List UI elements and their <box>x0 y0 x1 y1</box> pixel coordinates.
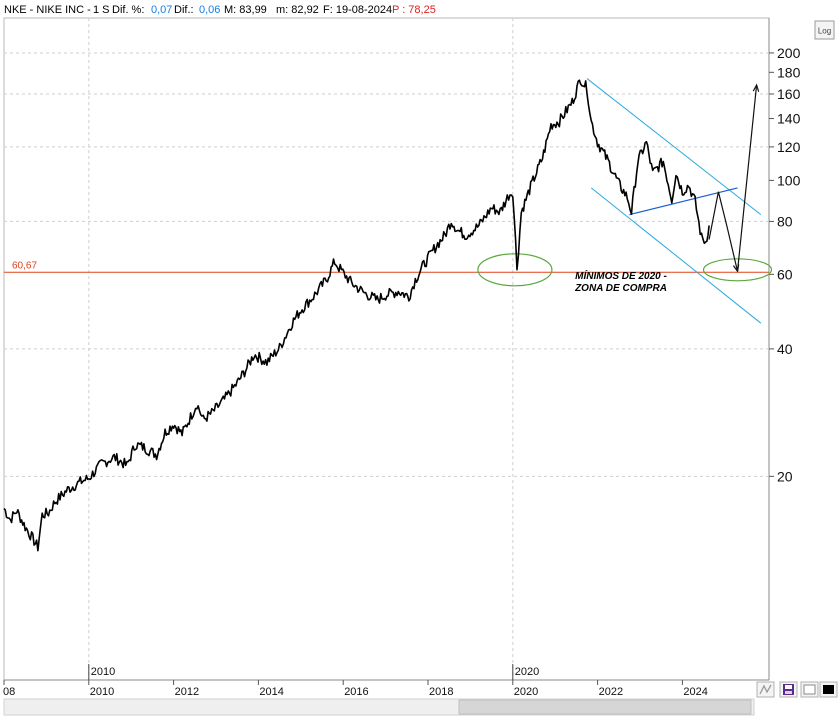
annotation-layer: MÍNIMOS DE 2020 - ZONA DE COMPRA <box>574 269 667 294</box>
date-label: F: 19-08-2024 <box>323 4 392 16</box>
x-grid-label: 2020 <box>515 666 539 678</box>
channel-upper-line <box>586 78 762 216</box>
highlight-ellipse <box>477 253 553 287</box>
y-tick-label: 140 <box>777 111 801 127</box>
x-grid-label: 2010 <box>91 666 115 678</box>
horizontal-scrollbar[interactable] <box>3 698 755 716</box>
dif-value: 0,06 <box>199 4 220 16</box>
max-label: M: 83,99 <box>224 4 267 16</box>
series-layer <box>3 79 760 552</box>
black-swatch-button[interactable] <box>819 681 838 698</box>
y-tick-label: 20 <box>777 468 793 484</box>
x-tick-label: 2024 <box>683 686 707 698</box>
projection-path <box>708 84 758 272</box>
x-tick-label: 2010 <box>90 686 114 698</box>
x-tick-label: 2014 <box>259 686 283 698</box>
x-tick-label: 2016 <box>344 686 368 698</box>
projection-arrow-down <box>732 264 740 273</box>
x-axis-ticks: 08 2010 2012 2014 2016 2018 2020 2022 2024 <box>3 680 708 698</box>
projection-arrow-up <box>752 83 760 92</box>
y-tick-label: 200 <box>777 45 801 61</box>
y-tick-label: 100 <box>777 172 801 188</box>
price-series-line <box>3 79 710 552</box>
x-tick-label: 08 <box>3 686 15 698</box>
price-label: P : 78,25 <box>392 4 436 16</box>
highlight-ellipse <box>702 258 773 282</box>
log-scale-button[interactable]: Log <box>814 20 835 40</box>
y-tick-label: 80 <box>777 213 793 229</box>
x-tick-label: 2018 <box>429 686 453 698</box>
color-swatch-button[interactable] <box>800 681 819 698</box>
dif-pct-value: 0,07 <box>151 4 172 16</box>
x-tick-label: 2022 <box>599 686 623 698</box>
min-label: m: 82,92 <box>276 4 319 16</box>
save-icon <box>783 684 794 695</box>
save-button[interactable] <box>779 681 798 698</box>
y-tick-label: 120 <box>777 139 801 155</box>
zigzag-icon <box>759 684 772 695</box>
header-bar: NKE - NIKE INC - 1 S Dif. %: 0,07 Dif.: … <box>4 4 436 16</box>
log-button-label: Log <box>818 27 831 36</box>
support-level-label: 60,67 <box>12 260 37 271</box>
x-tick-label: 2020 <box>514 686 538 698</box>
y-tick-label: 60 <box>777 266 793 282</box>
annotation-line-2: ZONA DE COMPRA <box>574 283 667 294</box>
white-swatch-icon <box>803 684 816 695</box>
channel-lower-line <box>590 187 762 324</box>
overlay-layer: 60,67 <box>4 78 773 324</box>
black-swatch-icon <box>823 685 834 694</box>
grid-layer: 2010 2020 <box>4 18 769 680</box>
scrollbar-thumb[interactable] <box>458 699 752 715</box>
y-tick-label: 160 <box>777 86 801 102</box>
zigzag-tool-button[interactable] <box>756 681 775 698</box>
annotation-line-1: MÍNIMOS DE 2020 - <box>575 269 667 282</box>
dif-pct-label: Dif. %: <box>112 4 144 16</box>
y-tick-label: 180 <box>777 64 801 80</box>
dif-label: Dif.: <box>174 4 194 16</box>
y-axis-ticks: 200 180 160 140 120 100 80 60 40 20 <box>769 45 801 484</box>
svg-text:NKE - NIKE INC - 1 S: NKE - NIKE INC - 1 S Dif. %: 0,07 Dif.: … <box>4 4 436 16</box>
x-tick-label: 2012 <box>175 686 199 698</box>
timeframe-label: 1 S <box>93 4 110 16</box>
ticker-label: NKE - NIKE INC - <box>4 4 91 16</box>
y-tick-label: 40 <box>777 341 793 357</box>
support-trendline <box>629 187 738 216</box>
